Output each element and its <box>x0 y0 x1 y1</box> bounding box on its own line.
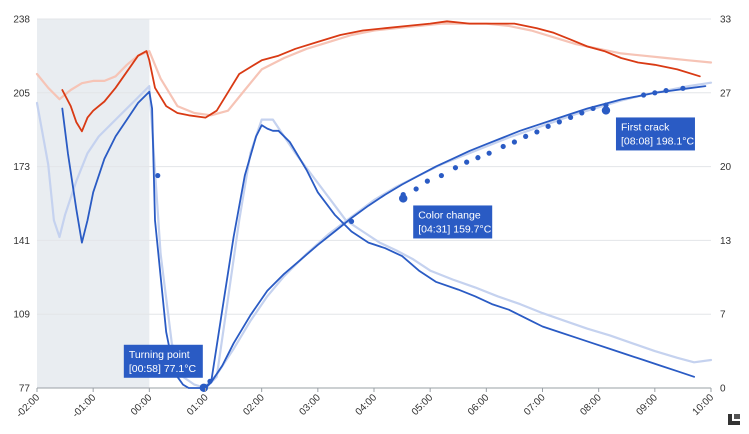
annotation-label: Turning point <box>129 349 190 361</box>
x-axis-ticks: -02:00 -01:00 00:00 01:00 02:00 03:00 04:00 05:… <box>14 388 716 420</box>
annotation-point <box>601 106 611 115</box>
ror-marker <box>464 159 470 165</box>
artisan-logo-icon <box>728 414 740 425</box>
y-right-tick-label: 27 <box>720 88 732 99</box>
ror-marker <box>567 114 574 120</box>
y-right-tick-label: 7 <box>720 310 726 321</box>
right-axis-ticks: 33 27 20 13 7 0 <box>720 15 732 395</box>
ror-marker <box>652 90 658 96</box>
ror-marker <box>424 178 430 184</box>
preheat-shade <box>37 19 150 388</box>
x-tick-label: -01:00 <box>70 392 98 420</box>
x-tick-label: 00:00 <box>129 392 155 418</box>
ror-marker <box>523 133 529 140</box>
ror-marker <box>663 87 669 94</box>
x-tick-label: 09:00 <box>634 392 660 418</box>
ror-marker <box>680 85 686 91</box>
ror-marker <box>413 186 419 192</box>
ror-marker <box>511 139 518 145</box>
series-line-bean-temp <box>61 90 695 389</box>
ror-marker <box>207 378 213 384</box>
annotation-box <box>615 117 695 151</box>
x-tick-label: 10:00 <box>691 392 717 418</box>
x-tick-label: 01:00 <box>185 392 211 418</box>
y-left-tick-label: 77 <box>19 384 31 395</box>
annotation-label: First crack <box>621 121 670 133</box>
series-line-env-temp-ref <box>35 22 713 117</box>
annotation-point <box>399 194 408 203</box>
x-tick-label: 03:00 <box>297 392 323 418</box>
y-left-tick-label: 238 <box>13 15 30 26</box>
x-tick-label: 02:00 <box>241 392 267 418</box>
ror-marker <box>545 123 551 129</box>
annotation-value: [08:08] 198.1°C <box>621 135 695 147</box>
annotation-box <box>123 344 203 378</box>
series-line-env-temp <box>61 20 701 133</box>
y-left-tick-label: 173 <box>13 162 30 173</box>
annotation-point <box>199 383 209 392</box>
annotation-label: Color change <box>418 209 481 221</box>
annotation-value: [04:31] 159.7°C <box>418 223 492 235</box>
x-tick-label: 08:00 <box>578 392 604 418</box>
ror-marker <box>438 172 444 179</box>
y-left-tick-label: 109 <box>13 310 30 321</box>
y-right-tick-label: 13 <box>720 236 732 247</box>
x-tick-label: 04:00 <box>354 392 380 418</box>
ror-marker <box>556 119 562 125</box>
y-right-tick-label: 20 <box>720 162 732 173</box>
ror-marker <box>486 150 492 156</box>
ror-marker <box>579 110 585 116</box>
series-lines <box>35 20 713 390</box>
y-left-tick-label: 205 <box>13 88 30 99</box>
ror-marker <box>452 165 459 171</box>
ror-marker <box>475 155 481 161</box>
ror-marker <box>348 218 355 224</box>
ror-marker <box>641 92 647 98</box>
y-right-tick-label: 33 <box>720 15 732 26</box>
left-axis-ticks: 238 205 173 141 109 77 <box>13 15 30 395</box>
annotation-box <box>413 205 493 239</box>
ror-marker <box>500 143 506 150</box>
y-left-tick-label: 141 <box>13 236 30 247</box>
x-tick-label: 06:00 <box>466 392 492 418</box>
y-right-tick-label: 0 <box>720 384 726 395</box>
annotations: Turning point [00:58] 77.1°C Color change [… <box>123 106 695 392</box>
preheat-shaded-region <box>37 19 150 388</box>
series-line-ror <box>202 85 707 389</box>
ror-marker <box>155 172 161 179</box>
ror-marker <box>603 102 609 108</box>
ror-marker <box>590 105 596 112</box>
ror-markers <box>155 85 686 384</box>
annotation-value: [00:58] 77.1°C <box>129 363 197 375</box>
x-tick-label: 07:00 <box>522 392 548 418</box>
x-tick-label: -02:00 <box>14 392 42 420</box>
x-tick-label: 05:00 <box>410 392 436 418</box>
ror-marker <box>534 129 540 135</box>
